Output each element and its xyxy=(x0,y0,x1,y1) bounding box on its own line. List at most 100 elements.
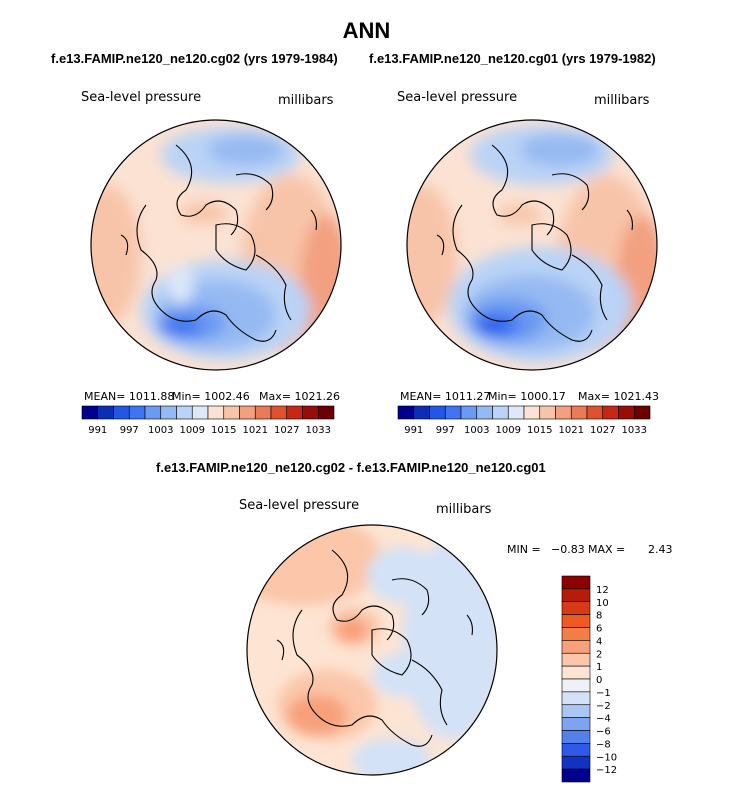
panel1-low-north-core xyxy=(208,135,284,165)
panel2-colorbar-tick: 1033 xyxy=(622,425,647,436)
panel2-colorbar-swatch xyxy=(492,405,509,420)
panel1-colorbar-tick: 1003 xyxy=(148,425,173,436)
panel3-colorbar-swatch xyxy=(561,691,591,706)
right-panel-subtitle: f.e13.FAMIP.ne120_ne120.cg01 (yrs 1979-1… xyxy=(369,51,656,66)
panel3-coastlines xyxy=(276,549,473,747)
panel1-colorbar-swatch xyxy=(128,405,146,420)
panel1-colorbar-swatch xyxy=(286,405,303,420)
panel1-colorbar-swatch xyxy=(81,405,99,420)
panel3-colorbar-swatch xyxy=(561,730,591,744)
panel2-colorbar-swatch xyxy=(633,405,651,420)
panel3-colorbar-tick: −6 xyxy=(596,727,611,738)
panel1-colorbar-swatch xyxy=(317,405,335,420)
panel2-colorbar-tick: 1021 xyxy=(559,425,584,436)
panel3-colorbar-tick: 12 xyxy=(596,585,609,596)
panel1-low-south-center xyxy=(161,317,201,337)
panel2-colorbar-swatch xyxy=(555,405,572,420)
panel3-variable-label: Sea-level pressure xyxy=(239,498,360,513)
panel3-colorbar-swatch xyxy=(561,614,591,628)
panel1-colorbar-swatch xyxy=(302,405,319,420)
panel3-colorbar-swatch xyxy=(561,717,591,731)
panel3-negative-north xyxy=(367,547,437,603)
panel3-colorbar-swatch xyxy=(561,755,591,770)
panel3-colorbar-swatch xyxy=(561,743,591,757)
panel2-polar-map xyxy=(406,119,658,371)
panel1-colorbar-swatch xyxy=(223,405,240,420)
panel3-colorbar-swatch xyxy=(561,575,591,590)
panel2-mean-label: MEAN= 1011.27 xyxy=(400,390,491,403)
panel1-colorbar-tick: 997 xyxy=(120,425,139,436)
panel1-map-border xyxy=(90,119,342,371)
panel2-colorbar-swatch xyxy=(413,405,430,420)
panel2-colorbar-swatch xyxy=(539,405,556,420)
panel2-colorbar-swatch xyxy=(429,405,446,420)
panel2-min-label: Min= 1000.17 xyxy=(488,390,566,403)
panel2-colorbar-swatch xyxy=(570,405,588,420)
panel1-high-center xyxy=(180,202,228,224)
panel3-min-label: MIN = xyxy=(507,543,541,556)
panel1-colorbar-swatch xyxy=(113,405,130,420)
panel2-colorbar-swatch xyxy=(602,405,619,420)
panel3-colorbar-swatch xyxy=(561,652,591,667)
panel2-map-border xyxy=(406,119,658,371)
panel1-colorbar-tick: 1033 xyxy=(306,425,331,436)
panel2-colorbar-swatch xyxy=(460,405,478,420)
panel1-colorbar-tick: 1027 xyxy=(274,425,299,436)
panel2-colorbar-swatch xyxy=(444,405,462,420)
panel3-polar-map xyxy=(246,524,498,776)
panel2-variable-label: Sea-level pressure xyxy=(397,90,518,105)
panel3-colorbar-swatch xyxy=(561,768,591,783)
panel1-colorbar-swatch xyxy=(97,405,114,420)
panel1-colorbar-tick: 1015 xyxy=(211,425,236,436)
panel1-colorbar-tick: 1021 xyxy=(243,425,268,436)
panel1-colorbar-swatch xyxy=(160,405,177,420)
panel1-colorbar-swatch xyxy=(144,405,162,420)
panel1-coastlines xyxy=(120,144,317,342)
panel3-colorbar-tick: 1 xyxy=(596,662,602,673)
panel3-colorbar-tick: 6 xyxy=(596,624,602,635)
panel2-colorbar-swatch xyxy=(507,405,525,420)
panel3-colorbar-swatch xyxy=(561,601,591,615)
panel1-colorbar-swatch xyxy=(191,405,209,420)
panel3-colorbar-swatch xyxy=(561,665,591,680)
panel3-colorbar-tick: −1 xyxy=(596,688,611,699)
panel2-colorbar-swatch xyxy=(523,405,541,420)
panel3-colorbar-tick: −12 xyxy=(596,765,617,776)
panel3-colorbar-tick: 0 xyxy=(596,675,602,686)
panel2-coastlines xyxy=(436,144,633,342)
panel3-positive-center-core xyxy=(336,618,368,642)
panel1-colorbar-swatch xyxy=(270,405,288,420)
panel1-mean-label: MEAN= 1011.88 xyxy=(84,390,175,403)
panel3-colorbar-swatch xyxy=(561,704,591,718)
panel1-colorbar-tick: 991 xyxy=(88,425,107,436)
panel3-colorbar-tick: 10 xyxy=(596,598,609,609)
panel3-colorbar-swatch xyxy=(561,588,591,603)
panel2-colorbar-swatch xyxy=(618,405,635,420)
panel1-variable-label: Sea-level pressure xyxy=(81,90,202,105)
panel1-colorbar-tick: 1009 xyxy=(180,425,205,436)
panel1-max-label: Max= 1021.26 xyxy=(259,390,340,403)
panel3-colorbar-tick: −8 xyxy=(596,739,611,750)
panel3-colorbar-swatch xyxy=(561,627,591,641)
left-panel-subtitle: f.e13.FAMIP.ne120_ne120.cg02 (yrs 1979-1… xyxy=(51,51,338,66)
panel2-colorbar-swatch xyxy=(476,405,493,420)
panel3-colorbar-tick: −2 xyxy=(596,701,611,712)
panel3-colorbar-tick: 2 xyxy=(596,649,602,660)
panel3-min-value: −0.83 xyxy=(551,543,585,556)
panel1-weak-low xyxy=(169,265,193,305)
panel2-colorbar-tick: 1027 xyxy=(590,425,615,436)
panel2-colorbar-swatch xyxy=(397,405,415,420)
panel2-high-west xyxy=(407,185,457,325)
panel1-polar-map xyxy=(90,119,342,371)
panel3-colorbar-tick: 4 xyxy=(596,636,602,647)
panel2-colorbar: 991 997 1003 1009 1015 1021 1027 1033 xyxy=(397,405,651,436)
panel2-max-label: Max= 1021.43 xyxy=(578,390,659,403)
panel2-units-label: millibars xyxy=(594,93,650,108)
figure-title: ANN xyxy=(342,18,391,43)
panel2-colorbar-tick: 1003 xyxy=(464,425,489,436)
panel3-colorbar-tick: 8 xyxy=(596,611,602,622)
panel1-high-west xyxy=(91,185,141,325)
panel3-units-label: millibars xyxy=(436,502,492,517)
panel1-colorbar-swatch xyxy=(176,405,193,420)
panel3-max-label: MAX = xyxy=(588,543,626,556)
